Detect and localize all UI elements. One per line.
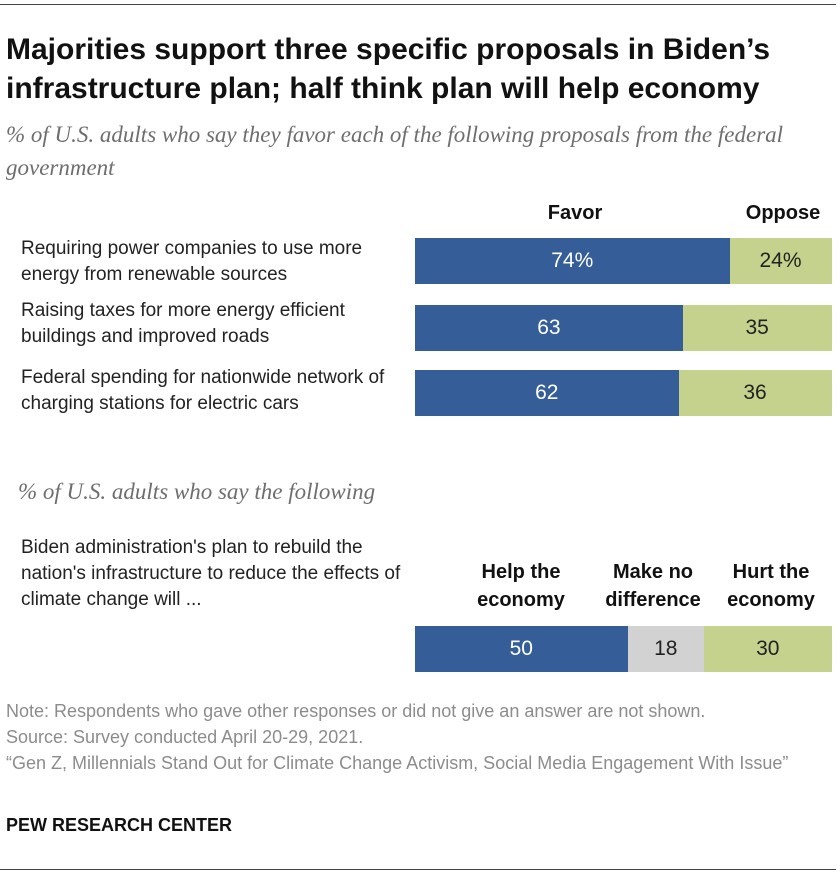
chart-title: Majorities support three specific propos… [6,33,771,105]
pew-logo-text: PEW RESEARCH CENTER [6,815,233,835]
bar-hurt: 30 [704,626,832,672]
legend-oppose: Oppose [745,202,821,224]
bar-oppose-3: 36 [678,370,832,416]
legend-hurt: Hurt the economy [727,561,815,611]
legend-favor: Favor [547,202,603,224]
bar-oppose-2: 35 [682,305,832,351]
row-label: Federal spending for nationwide network … [21,367,385,414]
row-label: Requiring power companies to use more en… [21,238,363,285]
top-rule [0,4,836,5]
bar-favor-3: 62 [415,370,679,416]
bar-oppose-1: 24% [729,238,832,284]
bar-no-difference: 18 [627,626,704,672]
bar-favor-1: 74% [415,238,730,284]
row-label: Raising taxes for more energy efficient … [21,300,345,347]
source-text: Source: Survey conducted April 20-29, 20… [6,727,364,747]
bar-favor-2: 63 [415,305,683,351]
legend-help: Help the economy [477,561,565,611]
plan-effect-label: Biden administration's plan to rebuild t… [21,537,401,610]
chart-subtitle: % of U.S. adults who say they favor each… [6,122,784,180]
bottom-rule [0,869,836,870]
legend-no-difference: Make no difference [605,561,701,611]
note-text: Note: Respondents who gave other respons… [6,701,706,721]
bar-help: 50 [415,626,628,672]
chart-subtitle-2: % of U.S. adults who say the following [18,479,376,504]
report-title: “Gen Z, Millennials Stand Out for Climat… [6,753,789,773]
